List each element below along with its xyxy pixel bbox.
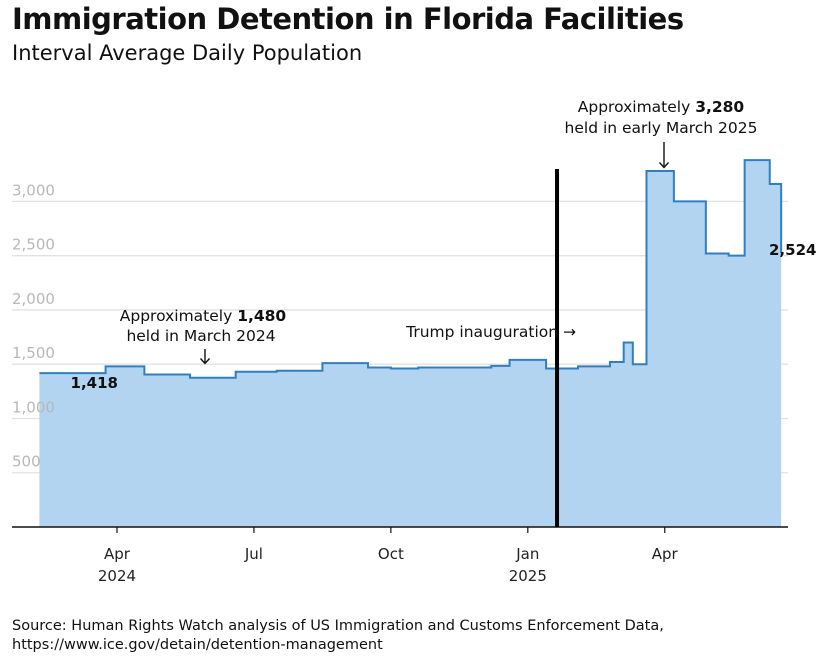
y-tick-label: 1,000: [12, 398, 55, 416]
annotation-march-2024: Approximately 1,480 held in March 2024: [120, 307, 287, 365]
x-tick-year-label: 2024: [98, 567, 136, 585]
y-tick-label: 3,000: [12, 181, 55, 199]
y-tick-labels: 500 1,000 1,500 2,000 2,500 3,000: [12, 181, 55, 470]
x-tick-label: Apr: [652, 545, 679, 563]
x-tick-label: Jan: [515, 545, 539, 563]
x-tick-label: Apr: [104, 545, 131, 563]
area-fill: [39, 160, 782, 527]
detention-chart: 500 1,000 1,500 2,000 2,500 3,000 Apr 2024 Jul O…: [12, 98, 816, 585]
population-area: [39, 159, 783, 527]
annotation-march-2024-line1: Approximately 1,480: [120, 307, 287, 325]
start-value-label: 1,418: [71, 374, 118, 392]
down-arrow-icon: [658, 142, 670, 169]
annotation-march-2025-line2: held in early March 2025: [565, 119, 758, 137]
x-tick-label: Oct: [378, 545, 404, 563]
y-tick-label: 500: [12, 453, 41, 471]
source-line-2: https://www.ice.gov/detain/detention-man…: [12, 637, 383, 653]
chart-subtitle: Interval Average Daily Population: [12, 41, 363, 65]
x-tick-year-label: 2025: [509, 567, 547, 585]
y-tick-label: 2,500: [12, 236, 55, 254]
source-note: Source: Human Rights Watch analysis of U…: [12, 617, 664, 655]
inauguration-label: Trump inauguration →: [405, 323, 576, 341]
y-tick-label: 2,000: [12, 290, 55, 308]
annotation-march-2025: Approximately 3,280 held in early March …: [565, 98, 758, 169]
end-value-label: 2,524: [769, 241, 816, 259]
series-line: [39, 159, 783, 379]
down-arrow-icon: [199, 349, 211, 365]
y-tick-label: 1,500: [12, 344, 55, 362]
x-axis: [12, 526, 788, 533]
x-tick-labels: Apr 2024 Jul Oct Jan 2025 Apr: [98, 545, 679, 585]
x-tick-label: Jul: [244, 545, 263, 563]
annotation-march-2025-line1: Approximately 3,280: [578, 98, 745, 116]
annotation-march-2024-line2: held in March 2024: [126, 327, 275, 345]
source-line-1: Source: Human Rights Watch analysis of U…: [12, 618, 664, 634]
chart-title: Immigration Detention in Florida Facilit…: [12, 2, 684, 36]
